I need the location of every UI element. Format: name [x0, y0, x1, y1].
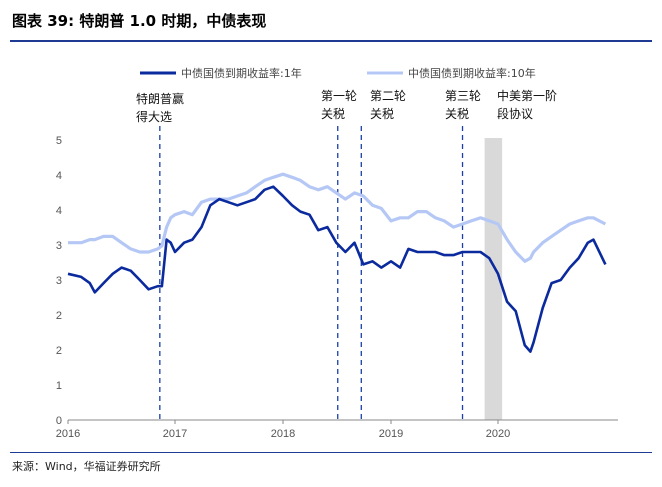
shaded-period	[484, 138, 503, 420]
event-label: 关税	[445, 107, 469, 121]
title-rule	[10, 40, 652, 42]
shade-label: 中美第一阶	[497, 88, 557, 103]
y-tick-label: 4	[56, 170, 62, 182]
series-layer	[67, 172, 607, 353]
event-layer	[159, 126, 464, 420]
event-label: 关税	[370, 107, 394, 121]
y-tick-label: 5	[56, 135, 62, 147]
y-tick-label: 0	[56, 415, 62, 427]
y-tick-label: 2	[56, 310, 62, 322]
shade-layer	[484, 138, 503, 420]
x-tick-label: 2020	[486, 428, 510, 440]
x-tick-label: 2018	[271, 428, 295, 440]
source-note: 来源：Wind，华福证券研究所	[12, 460, 161, 473]
event-label: 得大选	[136, 109, 172, 124]
figure-title: 图表 39: 特朗普 1.0 时期，中债表现	[12, 12, 267, 30]
event-label: 第一轮	[321, 89, 357, 103]
y-tick-label: 1	[56, 380, 62, 392]
x-tick-label: 2016	[56, 428, 80, 440]
legend-layer: 中债国债到期收益率:1年 中债国债到期收益率:10年	[140, 66, 536, 80]
x-tick-label: 2017	[163, 428, 187, 440]
footer-rule	[10, 452, 652, 453]
y-tick-label: 4	[56, 205, 62, 217]
shade-label: 段协议	[497, 106, 533, 121]
y-tick-label: 3	[56, 275, 62, 287]
axis-layer: 2016 2017 2018 2019 2020 0 1 2 2 3 3 4 4 5	[56, 135, 618, 440]
event-label: 关税	[321, 107, 345, 121]
event-label: 特朗普赢	[136, 91, 184, 106]
event-label: 第三轮	[445, 89, 481, 103]
x-tick-label: 2019	[379, 428, 403, 440]
event-label: 第二轮	[370, 89, 406, 103]
series-line-10y	[68, 172, 607, 263]
legend-label-1y: 中债国债到期收益率:1年	[181, 66, 302, 80]
y-tick-label: 2	[56, 345, 62, 357]
y-tick-label: 3	[56, 240, 62, 252]
series-line-1y	[67, 185, 607, 353]
legend-label-10y: 中债国债到期收益率:10年	[408, 66, 536, 80]
